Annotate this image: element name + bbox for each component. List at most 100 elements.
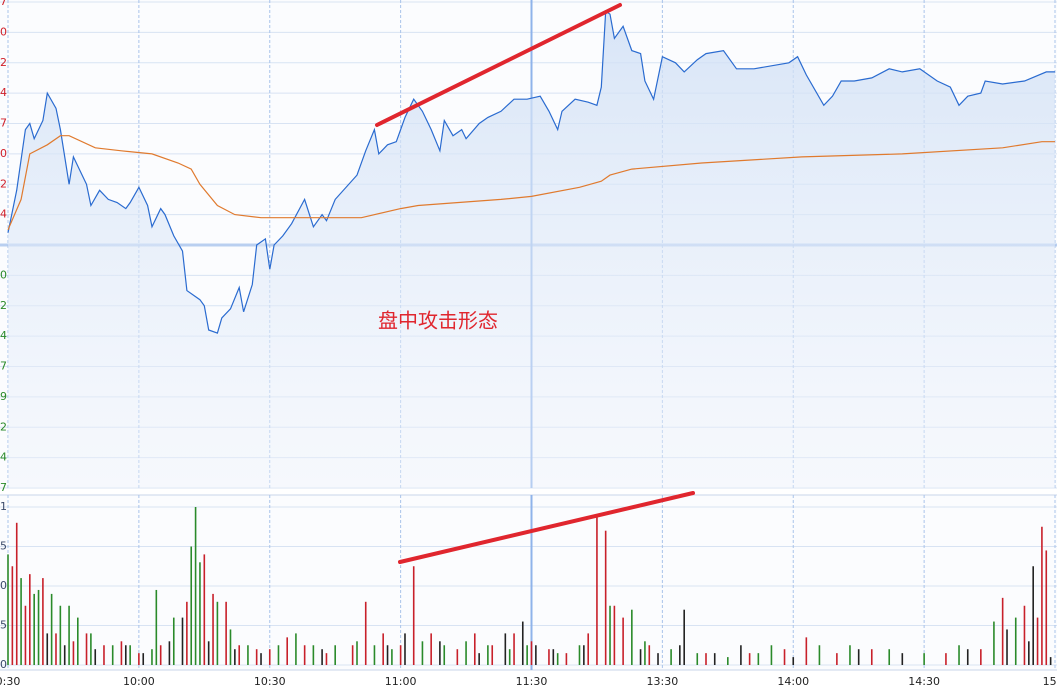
x-tick-label: 11:30 bbox=[516, 675, 548, 685]
x-tick-label: 15:0 bbox=[1043, 675, 1057, 685]
volume-bar bbox=[548, 649, 550, 665]
volume-bar bbox=[508, 649, 511, 665]
volume-bar bbox=[757, 653, 760, 665]
volume-bar bbox=[15, 522, 18, 665]
volume-bar bbox=[255, 649, 258, 665]
volume-bar bbox=[63, 645, 66, 665]
volume-bar bbox=[181, 617, 184, 665]
volume-bar bbox=[334, 645, 336, 665]
volume-bar bbox=[72, 641, 75, 665]
volume-bar bbox=[1036, 617, 1039, 665]
volume-bar bbox=[404, 633, 406, 665]
volume-bar bbox=[622, 617, 624, 665]
volume-bar bbox=[155, 589, 158, 665]
volume-bar bbox=[85, 633, 88, 665]
volume-bar bbox=[138, 653, 140, 665]
y-tick-label: 5 bbox=[0, 540, 7, 553]
volume-bar bbox=[748, 653, 751, 665]
volume-bar bbox=[286, 637, 288, 665]
volume-bar bbox=[364, 601, 367, 665]
y-tick-label: 4 bbox=[0, 208, 7, 221]
volume-bar bbox=[277, 645, 280, 665]
volume-bar bbox=[373, 645, 376, 665]
volume-bar bbox=[356, 641, 358, 665]
volume-bar bbox=[321, 649, 323, 665]
volume-bar bbox=[421, 641, 424, 665]
volume-bar bbox=[980, 649, 982, 665]
x-tick-label: 10:00 bbox=[123, 675, 155, 685]
volume-bar bbox=[683, 609, 685, 665]
volume-bar bbox=[521, 621, 524, 665]
volume-bar bbox=[59, 605, 62, 665]
volume-bar bbox=[491, 645, 494, 665]
volume-bar bbox=[439, 641, 441, 665]
volume-bar bbox=[1006, 629, 1008, 665]
volume-bar bbox=[168, 641, 171, 665]
volume-bar bbox=[207, 641, 210, 665]
volume-bar bbox=[945, 653, 947, 665]
volume-bar bbox=[679, 645, 681, 665]
volume-bar bbox=[648, 645, 651, 665]
volume-bar bbox=[901, 653, 904, 665]
trend-line bbox=[375, 3, 622, 127]
volume-bar bbox=[303, 645, 306, 665]
volume-bar bbox=[958, 645, 960, 665]
volume-bar bbox=[770, 645, 773, 665]
volume-bar bbox=[129, 645, 131, 665]
volume-bar bbox=[203, 554, 206, 665]
volume-bar bbox=[55, 633, 57, 665]
volume-bar bbox=[870, 649, 873, 665]
annotation: 盘中攻击形态 bbox=[378, 309, 498, 333]
volume-bar bbox=[443, 645, 446, 665]
volume-bar bbox=[172, 617, 175, 665]
x-tick-label: 11:00 bbox=[385, 675, 417, 685]
x-tick-label: 13:30 bbox=[647, 675, 679, 685]
y-tick-label: 0 bbox=[0, 147, 7, 160]
volume-bar bbox=[20, 578, 22, 665]
volume-bar bbox=[94, 649, 97, 665]
volume-bar bbox=[11, 566, 14, 665]
y-tick-label: 4 bbox=[0, 86, 7, 99]
volume-bar bbox=[836, 653, 838, 665]
x-tick-label: 14:30 bbox=[908, 675, 940, 685]
y-tick-label: 0 bbox=[0, 579, 7, 592]
volume-bar bbox=[727, 657, 729, 665]
volume-bar bbox=[225, 601, 227, 665]
volume-bar bbox=[783, 649, 786, 665]
volume-bar bbox=[556, 653, 559, 665]
price-line bbox=[7, 9, 1055, 334]
volume-bar bbox=[740, 645, 742, 665]
y-tick-label: 2 bbox=[0, 299, 7, 312]
y-tick-label: 1 bbox=[0, 500, 7, 513]
volume-bar bbox=[888, 649, 891, 665]
volume-bar bbox=[578, 645, 581, 665]
y-tick-label: 0 bbox=[0, 268, 7, 281]
volume-bar bbox=[351, 645, 354, 665]
volume-bar bbox=[159, 645, 162, 665]
y-tick-label: 0 bbox=[0, 658, 7, 671]
volume-bar bbox=[386, 645, 389, 665]
y-tick-label: 0 bbox=[0, 25, 7, 38]
y-tick-label: 2 bbox=[0, 177, 7, 190]
volume-bar bbox=[657, 653, 659, 665]
volume-bar bbox=[50, 593, 53, 665]
volume-bar bbox=[465, 641, 467, 665]
volume-bar bbox=[37, 589, 40, 665]
volume-bar bbox=[1032, 566, 1034, 665]
volume-bar bbox=[234, 649, 236, 665]
volume-bar bbox=[268, 649, 271, 665]
volume-bar bbox=[513, 633, 515, 665]
volume-bar bbox=[818, 645, 821, 665]
volume-bar bbox=[391, 649, 393, 665]
volume-bar bbox=[805, 637, 808, 665]
y-tick-label: 7 bbox=[0, 481, 7, 494]
volume-bar bbox=[199, 562, 201, 665]
volume-bar bbox=[644, 641, 646, 665]
x-tick-label: 0:30 bbox=[0, 675, 20, 685]
volume-bar bbox=[1028, 641, 1030, 665]
volume-bar bbox=[399, 645, 402, 665]
volume-bar bbox=[609, 605, 611, 665]
x-tick-label: 14:00 bbox=[777, 675, 809, 685]
volume-bar bbox=[29, 574, 31, 665]
